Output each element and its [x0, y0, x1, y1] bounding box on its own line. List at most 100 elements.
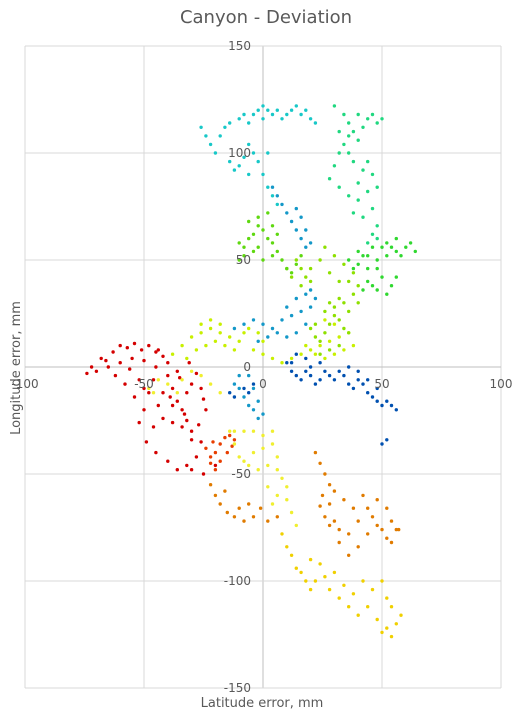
data-point	[118, 361, 122, 365]
data-point	[208, 461, 213, 465]
data-point	[199, 322, 203, 326]
data-point	[308, 587, 313, 592]
data-point	[182, 412, 187, 416]
data-point	[232, 382, 237, 386]
data-point	[142, 408, 146, 412]
data-point	[139, 348, 144, 352]
data-point	[294, 566, 298, 570]
data-point	[356, 284, 360, 288]
data-point	[242, 245, 246, 249]
data-point	[380, 275, 384, 279]
data-point	[332, 254, 337, 258]
data-point	[228, 429, 232, 433]
data-point	[385, 626, 389, 630]
data-point	[375, 288, 379, 292]
data-point	[223, 125, 227, 129]
data-point	[375, 236, 379, 241]
data-point	[232, 168, 237, 172]
data-point	[313, 121, 318, 125]
data-point	[180, 408, 184, 412]
data-point	[327, 339, 332, 343]
data-point	[261, 446, 265, 450]
data-point	[175, 468, 179, 472]
data-point	[370, 245, 375, 249]
data-point	[213, 339, 218, 343]
data-point	[256, 159, 260, 164]
data-point	[299, 284, 303, 288]
data-point	[251, 348, 256, 352]
data-point	[208, 382, 213, 386]
data-point	[370, 112, 375, 117]
data-point	[154, 450, 158, 455]
data-point	[223, 489, 227, 493]
data-point	[385, 506, 389, 510]
data-point	[313, 450, 318, 455]
data-point	[404, 245, 408, 249]
data-point	[270, 224, 275, 228]
data-point	[323, 331, 327, 335]
data-point	[285, 211, 289, 215]
data-point	[175, 391, 179, 395]
data-point	[327, 301, 332, 305]
data-point	[289, 510, 294, 515]
data-point	[270, 194, 275, 198]
data-point	[308, 557, 313, 562]
data-point	[313, 322, 318, 326]
data-point	[104, 358, 108, 363]
data-point	[380, 117, 384, 121]
data-point	[185, 418, 189, 423]
data-point	[201, 472, 206, 476]
data-point	[170, 352, 175, 356]
data-point	[213, 463, 218, 468]
data-point	[337, 343, 341, 348]
data-point	[308, 117, 313, 121]
data-point	[337, 335, 341, 339]
data-point	[251, 318, 256, 322]
data-point	[361, 493, 365, 498]
data-point	[294, 228, 298, 232]
data-point	[342, 326, 346, 331]
data-point	[389, 403, 394, 408]
data-point	[242, 459, 246, 463]
data-point	[318, 461, 322, 465]
data-point	[275, 468, 279, 472]
data-point	[294, 373, 298, 378]
data-point	[299, 254, 303, 258]
data-point	[275, 455, 279, 459]
data-point	[320, 493, 325, 498]
data-point	[356, 249, 360, 254]
data-point	[337, 596, 341, 600]
data-point	[375, 523, 379, 528]
data-point	[266, 335, 270, 339]
data-point	[313, 382, 318, 386]
data-point	[366, 279, 370, 284]
data-point	[294, 258, 298, 262]
data-point	[304, 275, 308, 279]
data-point	[261, 172, 265, 177]
data-point	[351, 343, 356, 348]
data-point	[89, 365, 94, 369]
data-point	[294, 523, 298, 528]
data-point	[237, 339, 241, 343]
data-point	[247, 121, 251, 125]
data-point	[208, 455, 213, 459]
data-point	[356, 545, 360, 549]
data-point	[201, 397, 206, 401]
data-point	[225, 450, 229, 455]
data-point	[213, 151, 218, 155]
data-point	[185, 391, 189, 395]
data-point	[380, 403, 384, 408]
data-point	[323, 309, 327, 314]
data-point	[266, 185, 270, 189]
data-point	[166, 361, 170, 365]
data-point	[151, 378, 156, 382]
x-tick-label: -100	[11, 377, 38, 391]
data-point	[351, 129, 356, 134]
data-point	[308, 326, 313, 331]
data-point	[270, 442, 275, 446]
data-point	[332, 570, 337, 575]
data-point	[342, 301, 346, 305]
data-point	[154, 350, 158, 354]
data-point	[366, 117, 370, 121]
